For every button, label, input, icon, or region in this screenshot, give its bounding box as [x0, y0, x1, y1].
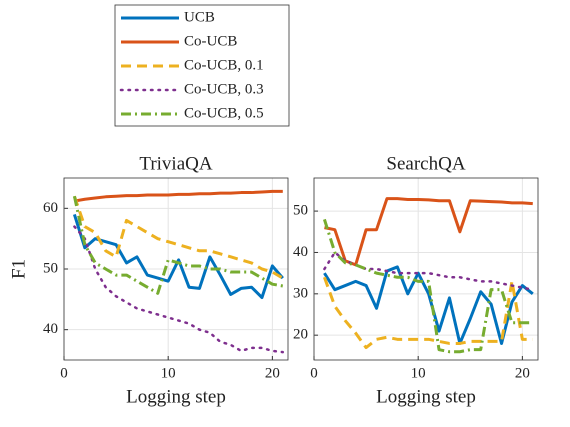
x-tick-label: 10 — [411, 365, 426, 381]
legend-label: Co-UCB, 0.1 — [184, 57, 264, 73]
series-line — [323, 251, 535, 291]
x-tick-label: 0 — [60, 365, 68, 381]
series-line — [74, 189, 283, 203]
y-tick-label: 50 — [293, 203, 308, 219]
x-tick-label: 20 — [515, 365, 530, 381]
x-tick-label: 0 — [310, 365, 318, 381]
plot-frame — [63, 177, 289, 361]
chart-title: TriviaQA — [139, 153, 212, 174]
plot-area — [314, 178, 538, 360]
y-tick-label: 60 — [43, 200, 58, 216]
x-tick-label: 10 — [161, 365, 176, 381]
x-axis-label: Logging step — [126, 386, 226, 407]
series-line — [72, 213, 284, 300]
y-tick-label: 50 — [43, 260, 58, 276]
y-axis-label: F1 — [8, 259, 29, 279]
y-tick-label: 40 — [293, 244, 308, 260]
y-tick-label: 30 — [293, 285, 308, 301]
legend-label: Co-UCB, 0.3 — [184, 81, 264, 97]
series-line — [323, 265, 534, 345]
series-line — [72, 195, 284, 280]
series-line — [72, 195, 284, 295]
series-line — [73, 225, 285, 354]
legend-label: Co-UCB — [184, 33, 237, 49]
series-line — [322, 218, 533, 354]
plot-frame — [313, 177, 539, 361]
y-tick-label: 40 — [43, 321, 58, 337]
series-line — [324, 197, 533, 267]
legend-label: UCB — [184, 9, 215, 25]
x-tick-label: 20 — [265, 365, 280, 381]
y-tick-label: 20 — [293, 327, 308, 343]
chart-title: SearchQA — [386, 153, 465, 174]
x-axis-label: Logging step — [376, 386, 476, 407]
series-line — [323, 276, 533, 350]
legend-label: Co-UCB, 0.5 — [184, 105, 264, 121]
